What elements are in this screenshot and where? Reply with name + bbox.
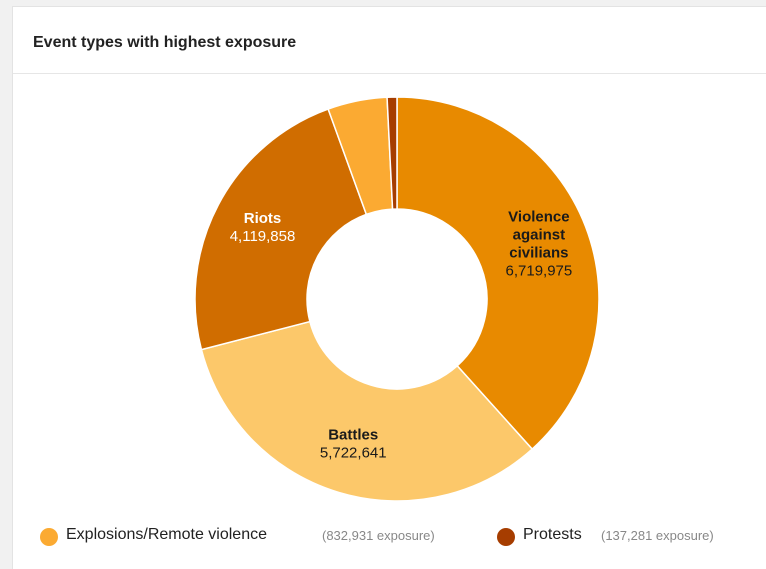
slice-violence-against-civilians[interactable] xyxy=(396,96,600,451)
slice-label-name: Riots xyxy=(244,210,282,227)
legend-label: Protests xyxy=(523,526,582,543)
legend-swatch xyxy=(40,528,58,546)
slice-label-name: civilians xyxy=(509,245,568,262)
slice-label-name: Violence xyxy=(508,209,569,226)
slice-protests[interactable] xyxy=(386,96,398,210)
slice-battles[interactable] xyxy=(200,320,534,502)
chart-legend: Explosions/Remote violence (832,931 expo… xyxy=(0,520,766,552)
slice-label-value: 5,722,641 xyxy=(320,445,387,462)
slice-label-value: 4,119,858 xyxy=(230,228,296,245)
legend-exposure: (137,281 exposure) xyxy=(601,528,714,543)
card-header: Event types with highest exposure xyxy=(13,7,766,74)
slice-riots[interactable] xyxy=(194,108,368,351)
card-title: Event types with highest exposure xyxy=(33,34,297,51)
slice-label-name: against xyxy=(513,227,566,244)
legend-exposure: (832,931 exposure) xyxy=(322,528,435,543)
slice-label-name: Battles xyxy=(328,427,378,444)
legend-label: Explosions/Remote violence xyxy=(66,526,267,543)
slice-label-value: 6,719,975 xyxy=(506,263,573,280)
legend-swatch xyxy=(497,528,515,546)
